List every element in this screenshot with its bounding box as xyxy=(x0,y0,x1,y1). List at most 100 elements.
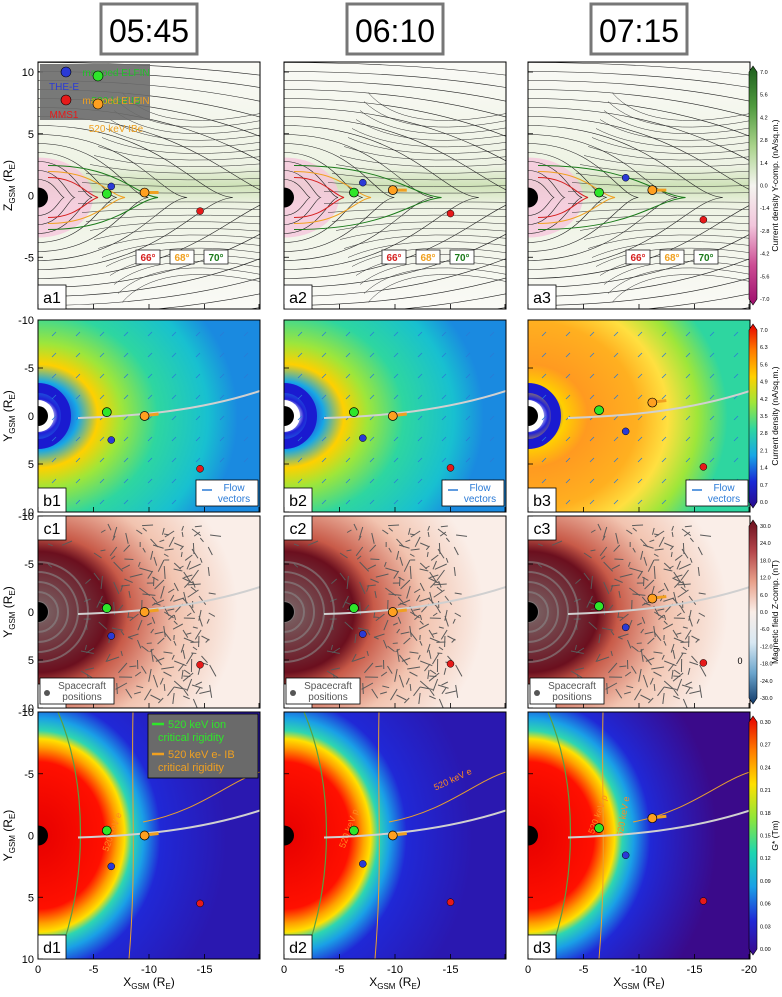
y-axis-unit-end: ) xyxy=(1,586,15,590)
sc-legend-dot xyxy=(44,690,50,696)
the-e-marker xyxy=(108,633,115,640)
panel-label: b1 xyxy=(43,493,61,510)
the-e-marker xyxy=(108,437,115,444)
panel-content xyxy=(234,516,506,709)
the-e-marker xyxy=(359,179,366,186)
colorbar-tick: 5.6 xyxy=(760,93,768,99)
x-tick-label: -20 xyxy=(741,964,757,976)
x-tick-label: -5 xyxy=(335,964,345,976)
y-axis-unit: (R xyxy=(1,169,15,185)
y-axis-label: YGSM (RE) xyxy=(1,810,17,862)
elfin-orange-marker xyxy=(388,412,397,421)
x-tick-label: 0 xyxy=(281,964,287,976)
field-vector xyxy=(632,525,643,526)
y-axis-label: ZGSM (RE) xyxy=(1,160,17,211)
field-vector xyxy=(142,525,153,526)
latitude-label: 66° xyxy=(140,253,155,264)
x-axis-unit-end: ) xyxy=(661,975,665,989)
colorbar-tick: -7.0 xyxy=(760,297,769,303)
elfin-green-marker xyxy=(595,824,604,833)
sc-legend-label: positions xyxy=(552,692,591,703)
the-e-marker xyxy=(622,428,629,435)
colorbar-title: Magnetic field Z-comp. (nT) xyxy=(770,560,780,664)
legend-marker xyxy=(61,95,71,105)
the-e-marker xyxy=(359,860,366,867)
flow-legend-label: vectors xyxy=(708,494,740,505)
colorbar-tick: 0.27 xyxy=(760,743,771,749)
y-axis-unit: (R xyxy=(1,399,15,415)
x-axis-subscript: GSM xyxy=(377,982,396,991)
y-axis-unit-end: ) xyxy=(1,810,15,814)
y-tick-label: 5 xyxy=(28,892,34,904)
y-axis-subscript: GSM xyxy=(8,185,17,204)
colorbar-tick: 0.12 xyxy=(760,856,771,862)
colorbar-title: Current density (nA/sq.m.) xyxy=(770,366,780,465)
y-tick-label: -5 xyxy=(24,252,34,264)
elfin-green-marker xyxy=(349,604,358,613)
legend-marker xyxy=(61,67,71,77)
flow-legend-label: vectors xyxy=(464,494,496,505)
elfin-green-marker xyxy=(349,826,358,835)
x-tick-label: -15 xyxy=(687,964,703,976)
the-e-marker xyxy=(359,435,366,442)
the-e-marker xyxy=(622,174,629,181)
colorbar-tick: 2.1 xyxy=(760,448,768,454)
elfin-orange-marker xyxy=(648,186,657,195)
rigidity-legend-label: 520 keV e- IB xyxy=(168,749,235,761)
elfin-orange-marker xyxy=(648,814,657,823)
colorbar-tick: 2.8 xyxy=(760,138,768,144)
elfin-orange-marker xyxy=(140,412,149,421)
colorbar-tick: 4.2 xyxy=(760,397,768,403)
elfin-green-marker xyxy=(102,408,111,417)
panel-content xyxy=(0,516,260,709)
panel-c3: c3c3Spacecraftpositions0 xyxy=(478,516,750,709)
colorbar-tick: 24.0 xyxy=(760,541,771,547)
mms1-marker xyxy=(447,660,454,667)
latitude-label: 66° xyxy=(386,253,401,264)
colorbar-tick: -1.4 xyxy=(760,206,769,212)
x-tick-label: -5 xyxy=(579,964,589,976)
y-tick-label: 0 xyxy=(28,411,34,423)
the-e-marker xyxy=(108,183,115,190)
x-axis-unit-end: ) xyxy=(417,975,421,989)
x-tick-label: 0 xyxy=(525,964,531,976)
latitude-label: 66° xyxy=(630,253,645,264)
y-tick-label: -5 xyxy=(24,363,34,375)
latitude-label: 70° xyxy=(208,253,223,264)
latitude-label: 68° xyxy=(420,253,435,264)
elfin-orange-marker xyxy=(388,608,397,617)
panel-label: c2 xyxy=(290,521,307,538)
contour-label: 0 xyxy=(737,656,742,666)
elfin-orange-marker xyxy=(648,398,657,407)
elfin-orange-marker xyxy=(648,594,657,603)
sc-legend-label: positions xyxy=(62,692,101,703)
elfin-orange-marker xyxy=(388,186,397,195)
y-tick-label: 5 xyxy=(28,459,34,471)
panel-content: 66°68°70° xyxy=(473,62,782,333)
colorbar-tick: -4.2 xyxy=(760,252,769,258)
latitude-label: 70° xyxy=(698,253,713,264)
colorbar-tick: 6.0 xyxy=(760,593,768,599)
sc-legend-label: positions xyxy=(308,692,347,703)
elfin-orange-marker xyxy=(140,608,149,617)
y-axis-label: YGSM (RE) xyxy=(1,586,17,638)
y-axis-symbol: Y xyxy=(1,434,15,442)
panel-label: c3 xyxy=(534,521,551,538)
colorbar-tick: 1.4 xyxy=(760,161,768,167)
x-axis-unit-end: ) xyxy=(171,975,175,989)
elfin-green-marker xyxy=(349,408,358,417)
colorbar-tick: 0.06 xyxy=(760,902,771,908)
x-axis-symbol: X xyxy=(613,975,621,989)
colorbar-tick: 0.00 xyxy=(760,947,771,953)
mms1-marker xyxy=(700,897,707,904)
colorbar-tick: 7.0 xyxy=(760,70,768,76)
panel-label: a1 xyxy=(43,290,61,307)
colorbar-tick: 3.5 xyxy=(760,414,768,420)
y-tick-label: -10 xyxy=(18,511,34,523)
the-e-marker xyxy=(359,631,366,638)
elfin-green-marker xyxy=(595,602,604,611)
colorbar xyxy=(749,324,757,508)
legend-label: mapped ELFIN xyxy=(82,68,149,79)
